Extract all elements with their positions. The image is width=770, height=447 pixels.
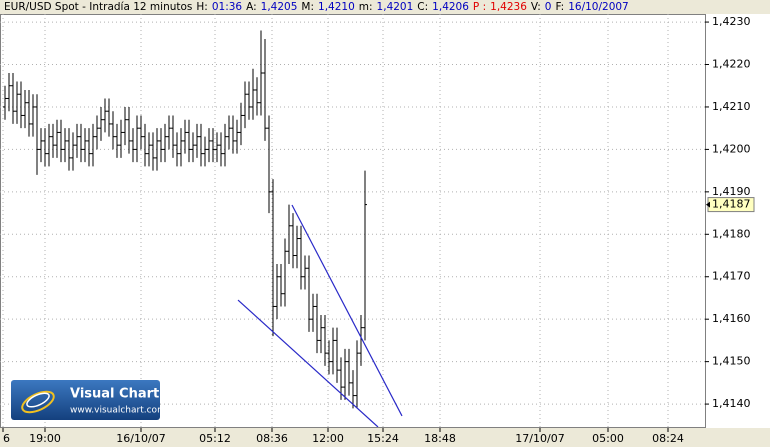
header-title: EUR/USD Spot - Intradía 12 minutos [4,1,192,13]
header-field-value: 1,4236 [490,1,527,13]
x-tick-label: 15:24 [367,432,399,445]
logo-box [11,380,160,420]
logo-url: www.visualchart.com [70,406,166,416]
header-field-value: 1,4201 [377,1,414,13]
last-price-label: 1,4187 [712,198,751,211]
x-tick-label: 08:36 [256,432,288,445]
x-tick-label: 17/10/07 [515,432,564,445]
logo-swirl [26,392,50,408]
x-tick-label: 05:00 [592,432,624,445]
header-field-label: A: [246,1,257,13]
header-field-label: m: [359,1,373,13]
y-tick-label: 1,4140 [712,397,751,410]
header-bar [0,0,770,14]
y-axis-panel [706,14,770,428]
axes: 1,4140 1,4150 1,4160 1,4170 1,4180 1,4190 1,42… [2,15,755,445]
x-axis-panel [0,428,770,447]
header-field-label: P : [473,1,486,13]
bars [3,30,367,409]
header-field-label: F: [555,1,564,13]
logo-name: Visual Chart [70,387,159,402]
header-field-label: C: [417,1,428,13]
header-field-value: 0 [545,1,552,13]
x-tick-label: 6 [3,432,10,445]
y-tick-label: 1,4180 [712,227,751,240]
y-tick-label: 1,4200 [712,142,751,155]
grid [0,14,705,427]
y-tick-label: 1,4220 [712,58,751,71]
y-tick-label: 1,4210 [712,100,751,113]
x-tick-label: 16/10/07 [116,432,165,445]
trendlines [237,204,403,427]
header-field-label: M: [301,1,314,13]
last-price-marker [706,201,710,208]
y-tick-label: 1,4160 [712,312,751,325]
x-tick-label: 05:12 [199,432,231,445]
header-field-value: 1,4205 [261,1,298,13]
trendline [291,204,403,417]
x-tick-label: 08:24 [652,432,684,445]
y-tick-label: 1,4230 [712,15,751,28]
header-field-label: V: [531,1,541,13]
x-tick-label: 12:00 [312,432,344,445]
header-field-value: 01:36 [212,1,243,13]
header-field-value: 16/10/2007 [568,1,629,13]
header-field-label: H: [196,1,207,13]
header: EUR/USD Spot - Intradía 12 minutos H: 01:3… [4,1,629,13]
trendline [237,299,379,427]
x-tick-label: 19:00 [29,432,61,445]
y-tick-label: 1,4150 [712,355,751,368]
header-field-value: 1,4206 [432,1,469,13]
y-tick-label: 1,4170 [712,270,751,283]
plot-area [0,14,706,428]
logo: Visual Chart www.visualchart.com [11,380,166,420]
logo-swirl [21,390,55,414]
x-tick-label: 18:48 [424,432,456,445]
y-tick-label: 1,4190 [712,185,751,198]
header-field-value: 1,4210 [318,1,355,13]
